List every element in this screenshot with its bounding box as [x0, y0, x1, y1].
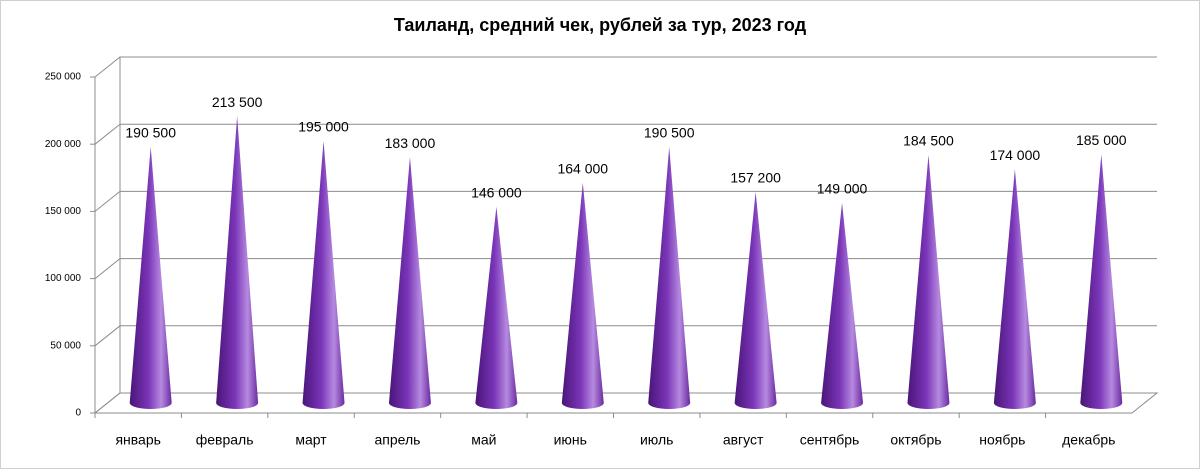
cone: [129, 146, 172, 410]
chart-title: Таиланд, средний чек, рублей за тур, 202…: [394, 15, 807, 35]
cone: [561, 182, 604, 410]
x-tick-label: январь: [115, 432, 160, 448]
cone: [907, 155, 950, 410]
x-tick-label: сентябрь: [800, 432, 860, 448]
value-label: 146 000: [471, 184, 522, 200]
x-tick-label: декабрь: [1062, 432, 1115, 448]
cone: [475, 206, 518, 410]
cone: [388, 157, 431, 410]
x-tick-label: август: [723, 432, 764, 448]
x-tick-label: апрель: [374, 432, 420, 448]
value-label: 213 500: [212, 94, 263, 110]
y-tick-label: 250 000: [45, 72, 82, 83]
grid-line: [94, 56, 1157, 78]
x-tick-label: ноябрь: [979, 432, 1025, 448]
value-label: 195 000: [298, 119, 349, 135]
value-label: 190 500: [644, 125, 695, 141]
grid-line: [94, 392, 1157, 414]
value-label: 164 000: [557, 160, 608, 176]
y-tick-label: 0: [75, 408, 81, 419]
cone: [216, 116, 259, 410]
grid-line: [94, 258, 1157, 279]
x-tick-label: октябрь: [890, 432, 941, 448]
grid-line: [94, 190, 1157, 212]
x-tick-label: февраль: [196, 432, 254, 448]
y-tick-label: 200 000: [45, 139, 82, 150]
cone: [648, 146, 691, 409]
cone: [821, 202, 864, 410]
grid-line: [94, 325, 1157, 347]
value-label: 174 000: [990, 147, 1041, 163]
cone: [734, 191, 777, 410]
value-label: 185 000: [1076, 132, 1127, 148]
x-tick-label: март: [295, 432, 327, 448]
x-tick-label: май: [471, 432, 496, 448]
value-label: 184 500: [903, 133, 954, 149]
cone: [302, 140, 345, 410]
cone: [1080, 154, 1123, 410]
x-tick-label: июль: [640, 432, 673, 448]
value-label: 190 500: [125, 125, 176, 141]
value-label: 149 000: [817, 180, 868, 196]
y-tick-label: 50 000: [50, 340, 81, 351]
x-tick-label: июнь: [554, 432, 587, 448]
value-label: 183 000: [385, 135, 436, 151]
y-tick-label: 100 000: [45, 273, 82, 284]
value-label: 157 200: [730, 169, 781, 185]
cone: [993, 169, 1036, 410]
grid-line: [94, 123, 1157, 145]
y-tick-label: 150 000: [45, 206, 82, 217]
